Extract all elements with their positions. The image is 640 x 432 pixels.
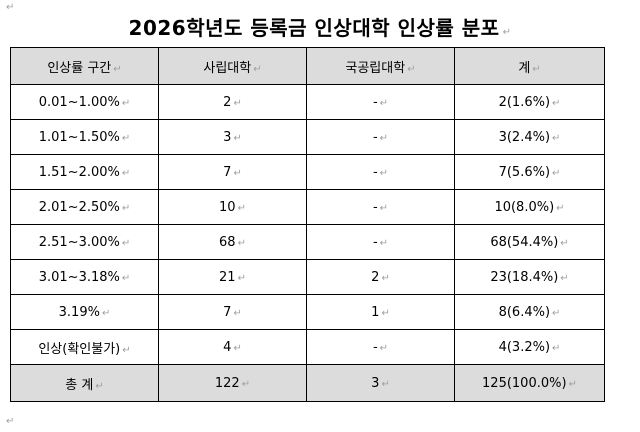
total-private-cell: 122 ↵	[158, 364, 307, 402]
cell-return-mark: ↵	[532, 63, 541, 75]
cell-return-mark: ↵	[381, 272, 390, 284]
public-count-cell: 1 ↵	[306, 294, 455, 330]
tuition-increase-table: 인상률 구간 ↵ 사립대학 ↵ 국공립대학 ↵ 계 ↵ 0.01~1.00% ↵ 2 ↵ - ↵ 2…	[10, 47, 605, 402]
public-count-cell: - ↵	[306, 84, 455, 120]
private-count-cell: 3 ↵	[158, 119, 307, 155]
cell-return-mark: ↵	[121, 237, 131, 249]
cell-return-mark: ↵	[233, 167, 242, 179]
private-count-cell: 7 ↵	[158, 154, 307, 190]
cell-return-mark: ↵	[113, 63, 122, 75]
cell-return-mark: ↵	[233, 132, 242, 144]
header-private: 사립대학 ↵	[158, 47, 307, 85]
private-count-cell: 68 ↵	[158, 224, 307, 260]
document-title: 2026학년도 등록금 인상대학 인상률 분포 ↵	[0, 12, 640, 41]
table-row: 2.51~3.00% ↵ 68 ↵ - ↵ 68(54.4%) ↵	[10, 224, 605, 260]
cell-return-mark: ↵	[556, 202, 565, 214]
total-count-cell: 7(5.6%) ↵	[454, 154, 605, 190]
cell-return-mark: ↵	[233, 97, 242, 109]
total-public-cell: 3 ↵	[306, 364, 455, 402]
private-count-cell: 2 ↵	[158, 84, 307, 120]
total-count-cell: 23(18.4%) ↵	[454, 259, 605, 295]
range-cell: 3.19% ↵	[10, 294, 159, 330]
title-text: 2026학년도 등록금 인상대학 인상률 분포	[128, 16, 500, 40]
total-count-cell: 2(1.6%) ↵	[454, 84, 605, 120]
paragraph-mark-bottom: ↵	[6, 416, 15, 427]
cell-return-mark: ↵	[237, 272, 246, 284]
cell-return-mark: ↵	[233, 342, 242, 354]
cell-return-mark: ↵	[552, 307, 561, 319]
private-count-cell: 21 ↵	[158, 259, 307, 295]
cell-return-mark: ↵	[121, 202, 131, 214]
cell-return-mark: ↵	[552, 342, 561, 354]
cell-return-mark: ↵	[381, 307, 390, 319]
table-row: 인상(확인불가) ↵ 4 ↵ - ↵ 4(3.2%) ↵	[10, 329, 605, 365]
cell-return-mark: ↵	[560, 272, 569, 284]
cell-return-mark: ↵	[237, 202, 246, 214]
cell-return-mark: ↵	[121, 97, 131, 109]
title-paragraph-mark: ↵	[502, 27, 512, 38]
private-count-cell: 10 ↵	[158, 189, 307, 225]
total-count-cell: 68(54.4%) ↵	[454, 224, 605, 260]
cell-return-mark: ↵	[379, 202, 389, 214]
public-count-cell: - ↵	[306, 189, 455, 225]
cell-return-mark: ↵	[95, 380, 104, 392]
public-count-cell: - ↵	[306, 119, 455, 155]
table-row: 3.19% ↵ 7 ↵ 1 ↵ 8(6.4%) ↵	[10, 294, 605, 330]
cell-return-mark: ↵	[381, 378, 390, 390]
header-range: 인상률 구간 ↵	[10, 47, 159, 85]
cell-return-mark: ↵	[233, 307, 242, 319]
range-cell: 1.01~1.50% ↵	[10, 119, 159, 155]
table-row: 0.01~1.00% ↵ 2 ↵ - ↵ 2(1.6%) ↵	[10, 84, 605, 120]
range-cell: 2.51~3.00% ↵	[10, 224, 159, 260]
cell-return-mark: ↵	[407, 63, 416, 75]
table-body: 0.01~1.00% ↵ 2 ↵ - ↵ 2(1.6%) ↵ 1.01~1.50% ↵ 3 ↵ - ↵ 3(…	[10, 84, 605, 365]
cell-return-mark: ↵	[379, 237, 389, 249]
cell-return-mark: ↵	[122, 344, 131, 356]
table-header-row: 인상률 구간 ↵ 사립대학 ↵ 국공립대학 ↵ 계 ↵	[10, 47, 605, 85]
range-cell: 인상(확인불가) ↵	[10, 329, 159, 365]
cell-return-mark: ↵	[552, 97, 561, 109]
total-row: 총 계 ↵ 122 ↵ 3 ↵ 125(100.0%) ↵	[10, 364, 605, 402]
cell-return-mark: ↵	[552, 132, 561, 144]
range-cell: 2.01~2.50% ↵	[10, 189, 159, 225]
table-row: 2.01~2.50% ↵ 10 ↵ - ↵ 10(8.0%) ↵	[10, 189, 605, 225]
total-count-cell: 10(8.0%) ↵	[454, 189, 605, 225]
total-count-cell: 4(3.2%) ↵	[454, 329, 605, 365]
public-count-cell: - ↵	[306, 154, 455, 190]
cell-return-mark: ↵	[379, 342, 389, 354]
public-count-cell: - ↵	[306, 224, 455, 260]
cell-return-mark: ↵	[379, 167, 389, 179]
table-row: 3.01~3.18% ↵ 21 ↵ 2 ↵ 23(18.4%) ↵	[10, 259, 605, 295]
cell-return-mark: ↵	[237, 237, 246, 249]
cell-return-mark: ↵	[568, 378, 577, 390]
cell-return-mark: ↵	[121, 272, 131, 284]
cell-return-mark: ↵	[253, 63, 262, 75]
cell-return-mark: ↵	[560, 237, 569, 249]
range-cell: 1.51~2.00% ↵	[10, 154, 159, 190]
table-row: 1.51~2.00% ↵ 7 ↵ - ↵ 7(5.6%) ↵	[10, 154, 605, 190]
range-cell: 0.01~1.00% ↵	[10, 84, 159, 120]
cell-return-mark: ↵	[241, 378, 251, 390]
total-label-cell: 총 계 ↵	[10, 364, 159, 402]
cell-return-mark: ↵	[101, 307, 111, 319]
cell-return-mark: ↵	[379, 132, 389, 144]
header-public: 국공립대학 ↵	[306, 47, 455, 85]
private-count-cell: 4 ↵	[158, 329, 307, 365]
total-sum-cell: 125(100.0%) ↵	[454, 364, 605, 402]
total-count-cell: 3(2.4%) ↵	[454, 119, 605, 155]
private-count-cell: 7 ↵	[158, 294, 307, 330]
cell-return-mark: ↵	[121, 167, 131, 179]
header-total: 계 ↵	[454, 47, 605, 85]
cell-return-mark: ↵	[552, 167, 561, 179]
range-cell: 3.01~3.18% ↵	[10, 259, 159, 295]
public-count-cell: 2 ↵	[306, 259, 455, 295]
public-count-cell: - ↵	[306, 329, 455, 365]
cell-return-mark: ↵	[379, 97, 389, 109]
total-count-cell: 8(6.4%) ↵	[454, 294, 605, 330]
paragraph-mark-top: ↵	[6, 2, 15, 13]
table-row: 1.01~1.50% ↵ 3 ↵ - ↵ 3(2.4%) ↵	[10, 119, 605, 155]
cell-return-mark: ↵	[121, 132, 131, 144]
